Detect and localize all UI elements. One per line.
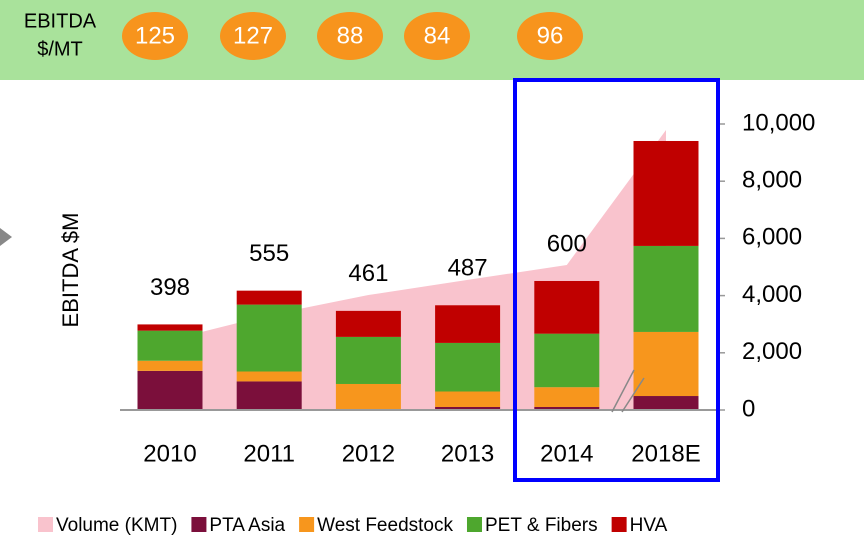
total-label: 398 — [150, 274, 190, 301]
bar-segment — [534, 280, 600, 334]
total-label: 600 — [547, 230, 587, 257]
y2-tick-label: 8,000 — [742, 167, 802, 194]
header-label: EBITDA — [24, 10, 97, 32]
legend-label: PET & Fibers — [485, 515, 598, 536]
legend-swatch — [299, 517, 315, 532]
arrow — [0, 228, 12, 246]
legend-label: Volume (KMT) — [56, 515, 177, 536]
x-tick-label: 2013 — [441, 440, 494, 467]
bar-segment — [236, 381, 302, 410]
x-tick-label: 2010 — [143, 440, 196, 467]
header-badge — [404, 12, 470, 60]
legend-label: PTA Asia — [209, 515, 285, 536]
bar-segment — [137, 324, 203, 331]
bar-segment — [534, 406, 600, 410]
header-value: 84 — [424, 22, 451, 49]
bar-segment — [633, 396, 699, 410]
legend-swatch — [191, 517, 207, 532]
y2-tick-label: 2,000 — [742, 338, 802, 365]
bar-segment — [335, 336, 401, 384]
header-badge — [220, 12, 286, 60]
y2-tick-label: 6,000 — [742, 224, 802, 251]
bar-segment — [534, 387, 600, 407]
legend-swatch — [611, 517, 627, 532]
bar-segment — [335, 383, 401, 410]
header-value: 127 — [233, 22, 273, 49]
header-badge — [517, 12, 583, 60]
header-value: 96 — [537, 22, 564, 49]
axis-break — [611, 369, 635, 413]
y2-tick-label: 0 — [742, 395, 755, 422]
header-badge — [317, 12, 383, 60]
legend-swatch — [466, 517, 482, 532]
bar-segment — [633, 140, 699, 246]
bar-segment — [137, 370, 203, 410]
total-label: 461 — [348, 260, 388, 287]
axis-break — [621, 377, 645, 413]
bar-segment — [633, 331, 699, 397]
bar-segment — [137, 330, 203, 361]
bar-segment — [435, 391, 501, 407]
legend-swatch — [38, 517, 53, 532]
total-label: 555 — [249, 240, 289, 267]
legend-label: West Feedstock — [317, 515, 453, 536]
bar-segment — [335, 310, 401, 337]
bar-segment — [236, 304, 302, 372]
bar-segment — [236, 371, 302, 382]
bar-segment — [236, 290, 302, 305]
bar-segment — [435, 406, 501, 410]
x-tick-label: 2014 — [540, 440, 593, 467]
header-badge — [122, 12, 188, 60]
y2-tick-label: 4,000 — [742, 281, 802, 308]
bar-segment — [435, 342, 501, 392]
y-axis-label: EBITDA $M — [58, 213, 83, 328]
bar-segment — [534, 333, 600, 388]
bar-segment — [435, 305, 501, 343]
x-tick-label: 2011 — [243, 440, 295, 467]
x-tick-label: 2018E — [631, 440, 700, 467]
legend-label: HVA — [630, 515, 668, 536]
total-label: 487 — [448, 255, 488, 282]
highlight-box — [513, 78, 720, 482]
header-value: 125 — [135, 22, 175, 49]
y2-tick-label: 10,000 — [742, 109, 815, 136]
x-tick-label: 2012 — [342, 440, 395, 467]
bar-segment — [633, 245, 699, 332]
bar-segment — [137, 360, 203, 371]
header-value: 88 — [337, 22, 364, 49]
header-label: $/MT — [37, 38, 83, 60]
